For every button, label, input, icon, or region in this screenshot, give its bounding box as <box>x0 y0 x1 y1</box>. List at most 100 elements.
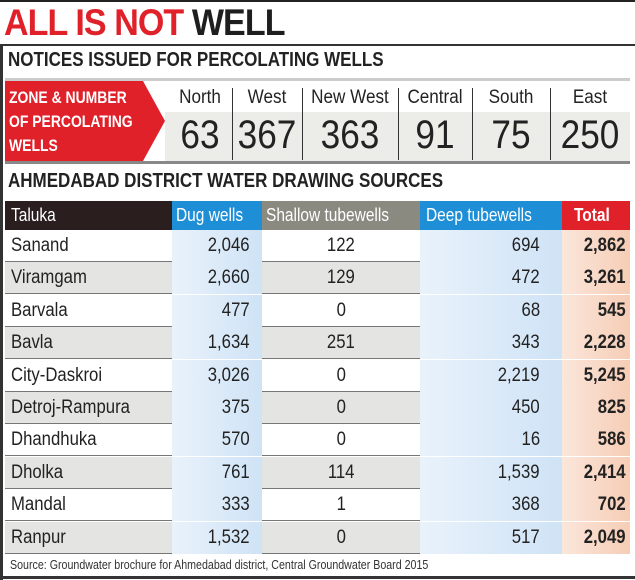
table-cell: Ranpur <box>11 526 66 548</box>
table-cell: 129 <box>327 267 355 289</box>
table-row: Bavla 1,634 251 343 2,228 <box>5 327 630 360</box>
table-cell: 0 <box>336 397 346 418</box>
zone-separator <box>472 88 473 160</box>
table-cell: 825 <box>562 392 630 424</box>
table-cell: 450 <box>420 392 562 424</box>
table-cell: 1,532 <box>172 521 262 554</box>
table-cell: 251 <box>327 332 355 354</box>
zone-label-chevron <box>5 81 165 161</box>
table-cell: 1 <box>336 494 346 516</box>
zone-value: 367 <box>237 113 297 157</box>
table-cell: 761 <box>172 456 262 489</box>
header-deep-tubewells: Deep tubewells <box>420 201 562 230</box>
table-cell: 472 <box>420 262 562 295</box>
zone-label-line: OF PERCOLATING <box>9 112 133 131</box>
zone-name: East <box>572 87 608 108</box>
title-red: ALL IS NOT <box>4 2 184 43</box>
table-row: Barvala 477 0 68 545 <box>5 294 630 327</box>
divider <box>0 44 635 46</box>
table-row: Dholka 761 114 1,539 2,414 <box>5 456 630 489</box>
zone-5: East 250 <box>550 81 630 161</box>
table-row: City-Daskroi 3,026 0 2,219 5,245 <box>5 359 630 392</box>
table-cell: 545 <box>562 294 630 327</box>
table-cell: 333 <box>172 489 262 522</box>
zone-separator <box>550 88 551 160</box>
table-cell: Detroj-Rampura <box>11 397 130 418</box>
table-cell: 2,228 <box>562 327 630 360</box>
table-cell: Sanand <box>11 235 69 256</box>
table-cell: 3,026 <box>172 359 262 392</box>
table-cell: 2,862 <box>562 230 630 262</box>
zone-separator <box>398 88 399 160</box>
frame-left <box>0 44 3 580</box>
table-cell: Mandal <box>11 494 66 516</box>
table-cell: Viramgam <box>11 267 87 289</box>
zone-values-band <box>165 112 630 161</box>
table-cell: 0 <box>336 299 346 321</box>
table-cell: Dhandhuka <box>11 429 97 451</box>
table-cell: 586 <box>562 424 630 457</box>
table-cell: 16 <box>420 424 562 457</box>
table-cell: 68 <box>420 294 562 327</box>
divider <box>5 161 630 164</box>
table-row: Detroj-Rampura 375 0 450 825 <box>5 392 630 424</box>
zone-name: North <box>179 87 221 108</box>
zone-value: 75 <box>491 113 531 157</box>
zone-value: 250 <box>560 113 620 157</box>
table-cell: 1,634 <box>172 327 262 360</box>
table-cell: 0 <box>336 364 346 386</box>
table-cell: 2,046 <box>172 230 262 262</box>
table-cell: 122 <box>327 235 355 256</box>
table-cell: 0 <box>336 429 346 451</box>
page-title: ALL IS NOT WELL <box>4 2 285 44</box>
zone-label-line: ZONE & NUMBER <box>9 88 127 107</box>
zone-name: South <box>488 87 534 108</box>
zone-value: 63 <box>180 113 220 157</box>
table-cell: Dholka <box>11 461 64 483</box>
header-taluka: Taluka <box>5 201 172 230</box>
zone-value: 363 <box>320 113 380 157</box>
zone-label: ZONE & NUMBER OF PERCOLATING WELLS <box>9 86 133 158</box>
table-row: Sanand 2,046 122 694 2,862 <box>5 230 630 262</box>
zone-name: West <box>247 87 287 108</box>
bottom-rule <box>0 576 635 579</box>
zone-value: 91 <box>415 113 455 157</box>
title-black: WELL <box>191 2 286 43</box>
table-cell: 694 <box>420 230 562 262</box>
zone-label-line: WELLS <box>9 136 58 155</box>
divider <box>5 78 630 81</box>
zone-name: Central <box>407 87 463 108</box>
table-row: Dhandhuka 570 0 16 586 <box>5 424 630 457</box>
table-cell: 375 <box>172 392 262 424</box>
table-title: AHMEDABAD DISTRICT WATER DRAWING SOURCES <box>8 170 444 192</box>
table-row: Viramgam 2,660 129 472 3,261 <box>5 262 630 295</box>
table-row: Mandal 333 1 368 702 <box>5 489 630 522</box>
table-cell: 517 <box>420 521 562 554</box>
table-row: Ranpur 1,532 0 517 2,049 <box>5 521 630 554</box>
zone-4: South 75 <box>472 81 550 161</box>
zone-2: New West 363 <box>302 81 398 161</box>
header-dug-wells: Dug wells <box>172 201 262 230</box>
table-cell: 477 <box>172 294 262 327</box>
header-total: Total <box>562 201 630 230</box>
zone-separator <box>232 88 233 160</box>
table-cell: 2,660 <box>172 262 262 295</box>
table-cell: 702 <box>562 489 630 522</box>
source-note: Source: Groundwater brochure for Ahmedab… <box>10 557 429 572</box>
zone-name: New West <box>311 87 389 108</box>
table-cell: 5,245 <box>562 359 630 392</box>
notices-heading: NOTICES ISSUED FOR PERCOLATING WELLS <box>8 49 384 71</box>
table-cell: 343 <box>420 327 562 360</box>
table-cell: 368 <box>420 489 562 522</box>
top-rule <box>0 0 635 2</box>
table-cell: Bavla <box>11 332 53 354</box>
table-cell: Barvala <box>11 299 68 321</box>
table-cell: City-Daskroi <box>11 364 103 386</box>
table-cell: 1,539 <box>420 456 562 489</box>
table-cell: 0 <box>336 526 346 548</box>
table-cell: 2,049 <box>562 521 630 554</box>
table-cell: 3,261 <box>562 262 630 295</box>
table-cell: 2,414 <box>562 456 630 489</box>
zone-separator <box>302 88 303 160</box>
zone-0: North 63 <box>168 81 232 161</box>
